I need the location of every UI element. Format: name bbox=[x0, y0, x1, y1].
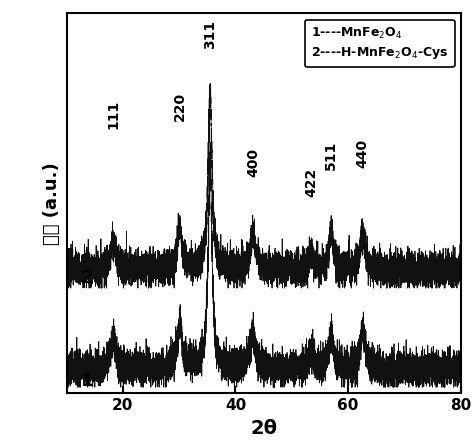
Y-axis label: 强度 (a.u.): 强度 (a.u.) bbox=[43, 162, 61, 245]
Legend: 1----MnFe$_2$O$_4$, 2----H-MnFe$_2$O$_4$-Cys: 1----MnFe$_2$O$_4$, 2----H-MnFe$_2$O$_4$… bbox=[304, 20, 455, 67]
Text: 220: 220 bbox=[173, 92, 187, 121]
Text: 2: 2 bbox=[81, 269, 93, 287]
Text: 1: 1 bbox=[81, 372, 93, 390]
Text: 400: 400 bbox=[246, 148, 260, 177]
X-axis label: 2θ: 2θ bbox=[250, 419, 277, 438]
Text: 440: 440 bbox=[356, 139, 370, 168]
Text: 311: 311 bbox=[203, 19, 217, 49]
Text: 511: 511 bbox=[324, 141, 338, 170]
Text: 111: 111 bbox=[106, 100, 120, 129]
Text: 422: 422 bbox=[304, 168, 318, 197]
